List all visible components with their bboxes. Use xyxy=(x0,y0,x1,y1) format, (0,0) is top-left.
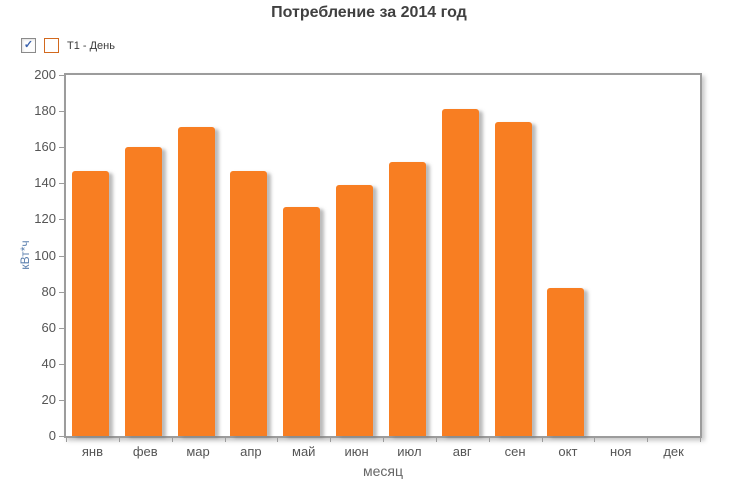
y-tick-mark xyxy=(59,399,65,401)
x-tick-mark xyxy=(330,438,332,442)
x-tick-label-июн: июн xyxy=(344,444,369,459)
legend-swatch xyxy=(44,38,59,53)
x-tick-mark xyxy=(118,438,120,442)
y-tick-mark xyxy=(59,291,65,293)
y-tick-label: 120 xyxy=(34,211,56,227)
x-tick-label-июл: июл xyxy=(397,444,422,459)
bar-май[interactable] xyxy=(283,206,321,436)
bar-июл[interactable] xyxy=(388,161,426,436)
legend-label: T1 - День xyxy=(67,39,115,52)
bar-сен[interactable] xyxy=(494,121,532,436)
x-tick-label-ноя: ноя xyxy=(610,444,632,459)
y-tick-mark xyxy=(59,363,65,365)
y-tick-label: 160 xyxy=(34,139,56,155)
y-tick-mark xyxy=(59,147,65,149)
x-tick-mark xyxy=(383,438,384,442)
y-tick-mark xyxy=(59,75,65,76)
x-tick-label-окт: окт xyxy=(558,444,578,459)
y-tick-label: 140 xyxy=(34,175,56,191)
x-tick-label-апр: апр xyxy=(240,444,262,459)
y-tick-label: 80 xyxy=(41,283,56,299)
plot-area xyxy=(64,73,702,438)
y-tick-mark xyxy=(59,436,65,437)
x-tick-label-мар: мар xyxy=(186,444,210,459)
x-tick-mark xyxy=(277,438,279,442)
y-tick-mark xyxy=(59,255,65,257)
y-tick-label: 60 xyxy=(41,319,56,335)
bar-апр[interactable] xyxy=(230,170,268,436)
x-tick-label-сен: сен xyxy=(504,444,526,459)
x-tick-mark xyxy=(700,438,701,442)
legend-checkbox[interactable]: ✓ xyxy=(21,38,36,53)
bar-окт[interactable] xyxy=(547,288,585,436)
bar-фев[interactable] xyxy=(124,147,162,436)
x-tick-label-фев: фев xyxy=(132,444,158,459)
x-tick-mark xyxy=(541,438,543,442)
x-tick-mark xyxy=(488,438,490,442)
x-tick-mark xyxy=(66,438,67,442)
bar-янв[interactable] xyxy=(71,170,109,436)
y-tick-mark xyxy=(59,219,65,221)
x-tick-label-авг: авг xyxy=(452,444,472,459)
bar-июн[interactable] xyxy=(336,185,374,436)
x-tick-mark xyxy=(647,438,649,442)
x-tick-label-янв: янв xyxy=(81,444,103,459)
x-tick-mark xyxy=(171,438,173,442)
x-axis-title: месяц xyxy=(362,463,403,479)
y-tick-label: 0 xyxy=(48,428,56,443)
y-tick-label: 100 xyxy=(34,247,56,263)
y-tick-mark xyxy=(59,327,65,329)
y-tick-label: 40 xyxy=(41,355,56,371)
legend: ✓ T1 - День xyxy=(21,38,115,53)
chart-title: Потребление за 2014 год xyxy=(271,4,467,21)
x-tick-label-дек: дек xyxy=(663,444,684,459)
x-tick-label-май: май xyxy=(292,444,316,459)
y-tick-label: 180 xyxy=(34,103,56,119)
y-tick-mark xyxy=(59,111,65,113)
y-tick-label: 200 xyxy=(34,67,56,82)
checkmark-icon: ✓ xyxy=(23,39,34,51)
x-tick-mark xyxy=(435,438,437,442)
y-tick-mark xyxy=(59,183,65,185)
x-tick-mark xyxy=(594,438,596,442)
bar-мар[interactable] xyxy=(177,127,215,436)
bar-авг[interactable] xyxy=(441,109,479,436)
x-tick-mark xyxy=(224,438,226,442)
y-tick-label: 20 xyxy=(41,391,56,407)
